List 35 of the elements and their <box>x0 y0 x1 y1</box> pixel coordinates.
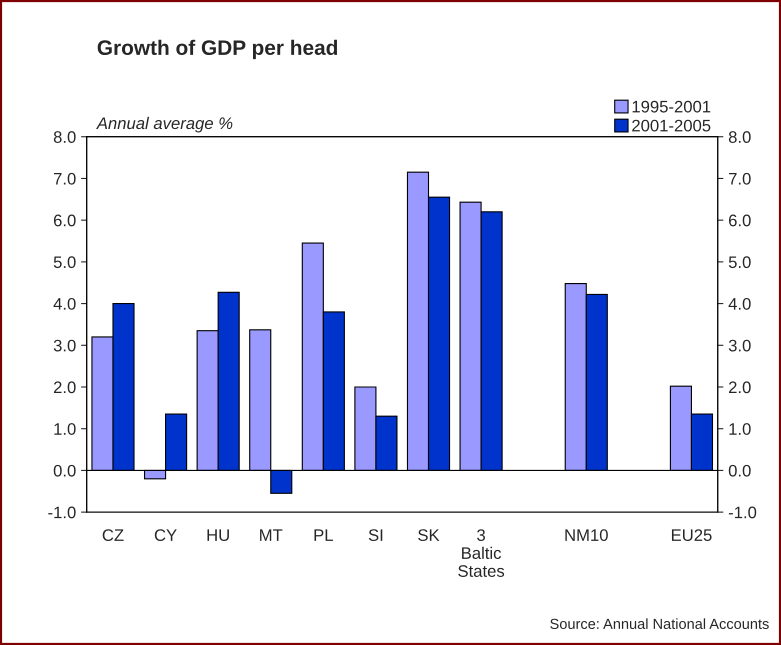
y2-tick-label: 3.0 <box>728 340 751 352</box>
legend-label: 2001-2005 <box>632 120 710 132</box>
y2-tick-label: 7.0 <box>729 172 751 185</box>
legend-label: 1995-2001 <box>632 100 710 113</box>
x-tick-label: NM10 <box>565 529 608 542</box>
y-tick-label: 6.0 <box>54 214 76 226</box>
text: Annual average % <box>96 116 232 132</box>
x-tick-label: MT <box>260 529 282 541</box>
y2-tick-label: 8.0 <box>728 131 751 143</box>
source-note: Source: Annual National Accounts <box>550 618 769 630</box>
chart-title: Growth of GDP per head <box>98 40 338 60</box>
y-tick-label: 8.0 <box>54 131 76 143</box>
y-tick-label: 3.0 <box>54 340 76 352</box>
x-tick-label: CZ <box>102 529 124 542</box>
y-tick-label: 1.0 <box>54 423 76 435</box>
y-tick-label: 2.0 <box>54 381 76 394</box>
y2-tick-label: 1.0 <box>729 423 751 435</box>
y2-tick-label: 6.0 <box>729 214 751 226</box>
x-tick-label: PL <box>314 529 333 541</box>
x-tick-label: SI <box>368 529 382 542</box>
x-tick-label: CY <box>154 529 177 542</box>
x-tick-label: HU <box>207 529 229 542</box>
y-tick-label: 0.0 <box>54 464 76 477</box>
y2-tick-label: -1.0 <box>728 506 756 518</box>
y-tick-label: -1.0 <box>48 506 76 518</box>
y2-tick-label: 5.0 <box>728 256 751 268</box>
y-tick-label: 5.0 <box>54 256 76 268</box>
y2-tick-label: 4.0 <box>728 298 751 310</box>
y2-tick-label: 0.0 <box>728 464 751 477</box>
x-tick-label: EU25 <box>672 529 712 542</box>
x-tick-label: SK <box>418 529 440 542</box>
x-tick-label: 3 Baltic States <box>458 529 504 577</box>
y-tick-label: 7.0 <box>54 172 76 185</box>
y2-tick-label: 2.0 <box>728 381 751 394</box>
y-tick-label: 4.0 <box>53 298 76 310</box>
